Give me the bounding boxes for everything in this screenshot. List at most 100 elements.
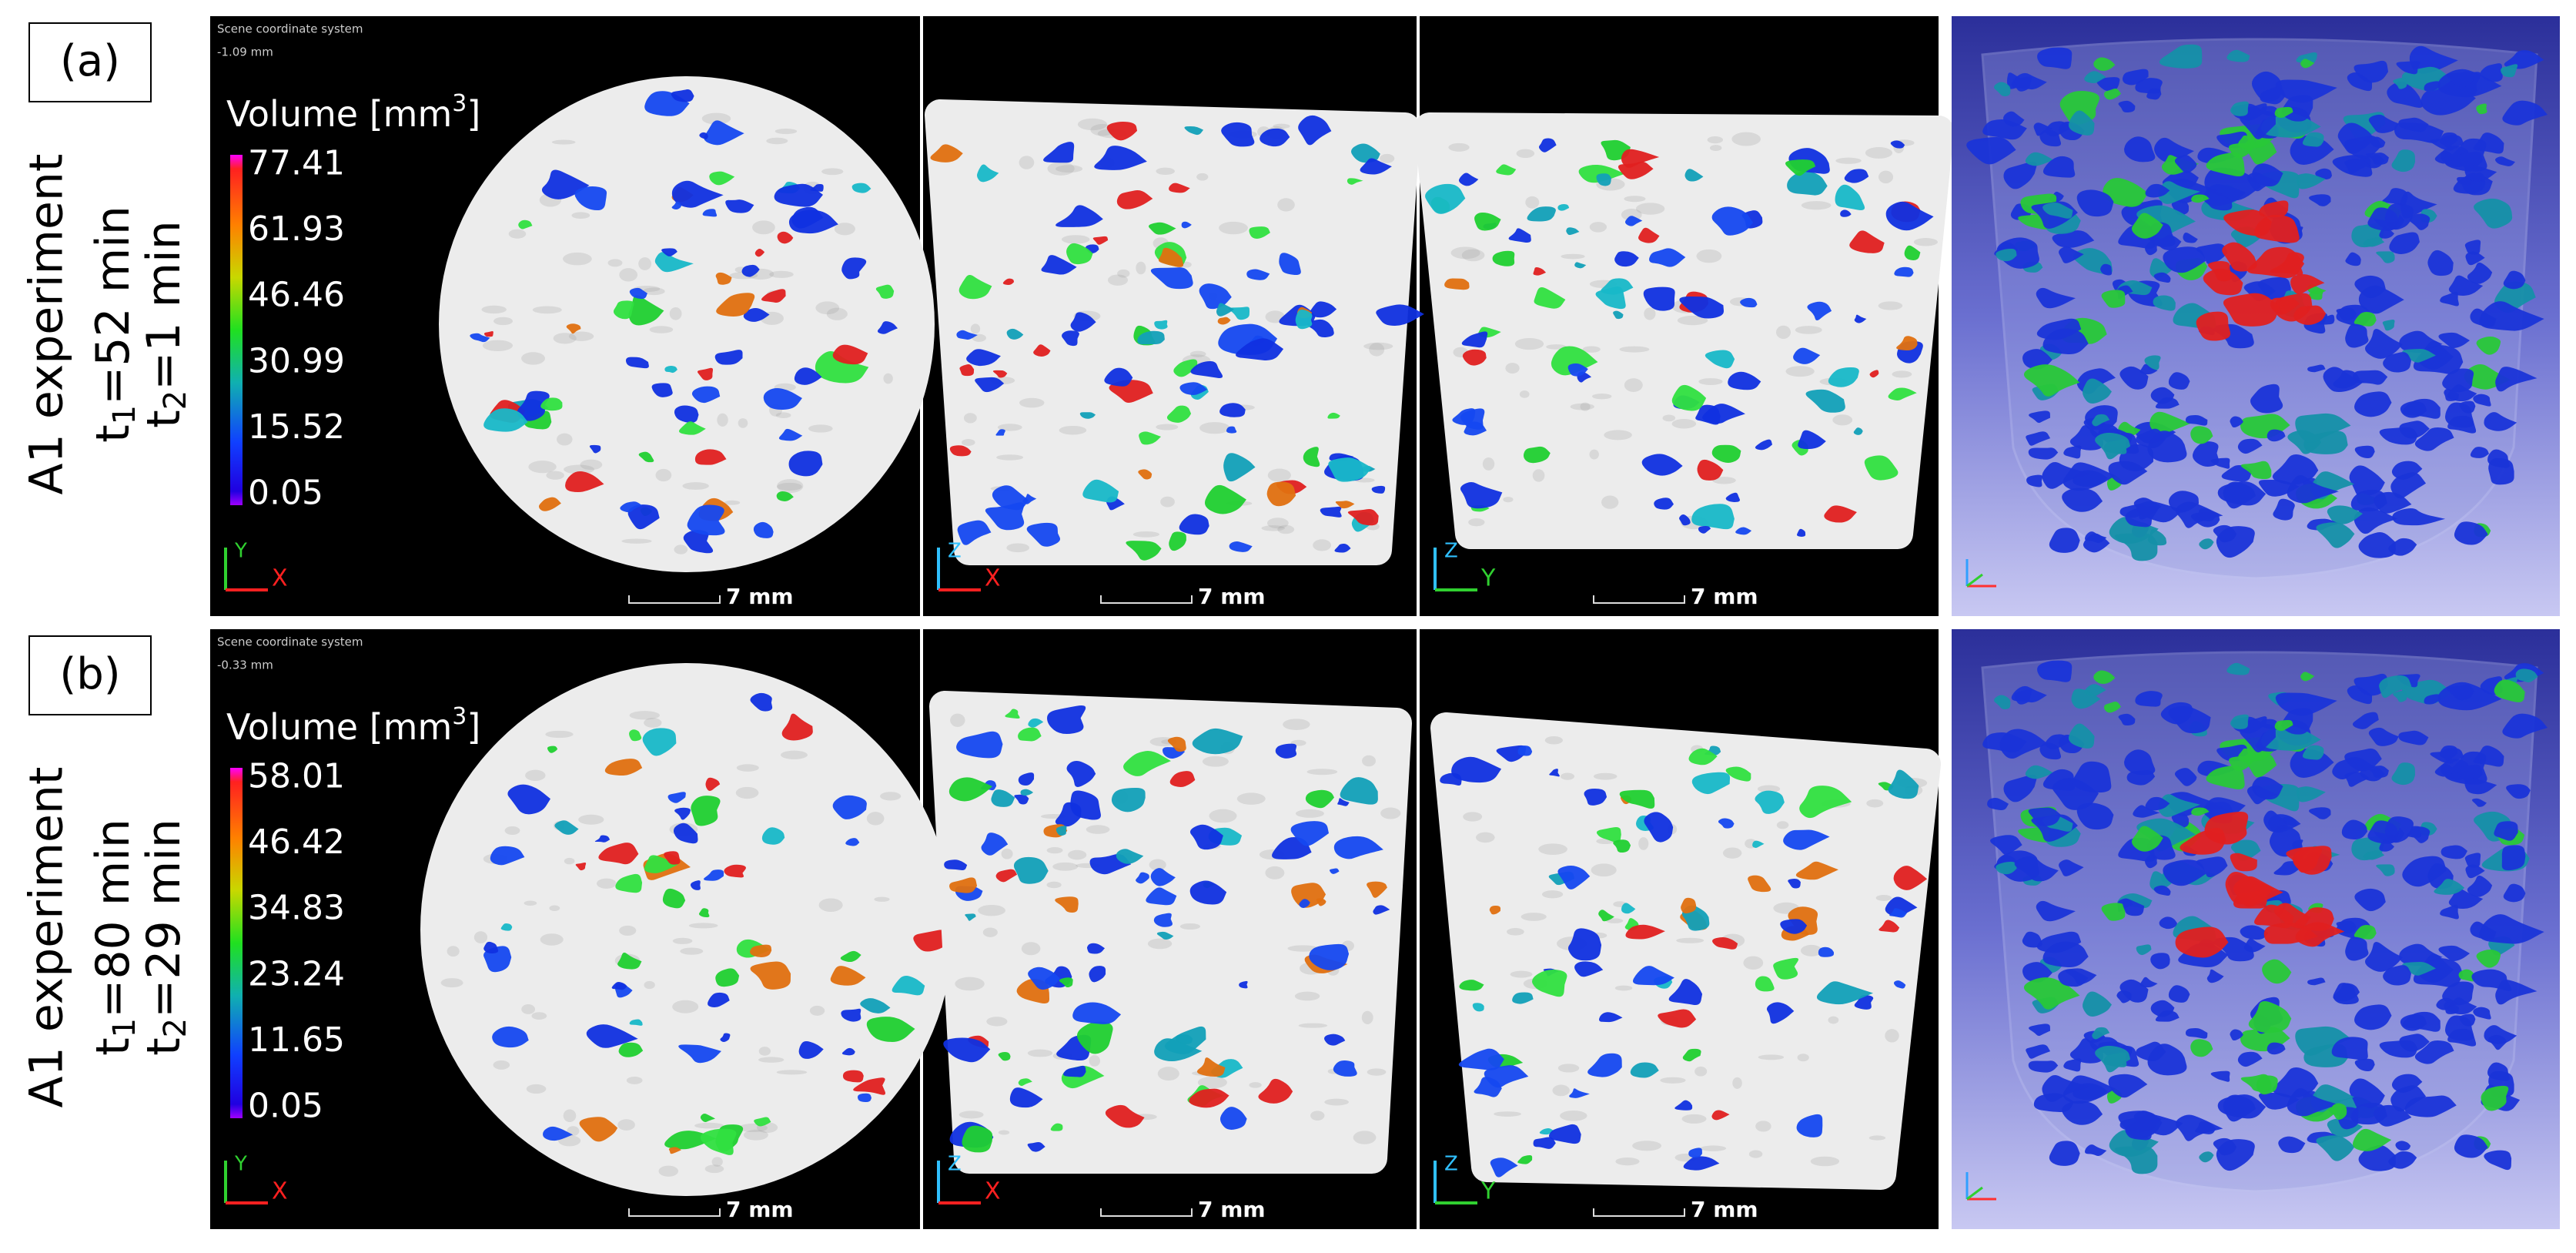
pore [1347,509,1379,526]
axis-label: Y [1480,1178,1496,1205]
gray-texture [1157,1067,1179,1081]
pore [2238,135,2257,149]
time-subscript: 1 [107,405,142,424]
pore [1148,222,1176,235]
pore [2465,864,2485,879]
pore [2049,1141,2080,1166]
gray-texture [1306,769,1338,776]
gray-texture [1707,136,1724,144]
pore [2149,411,2191,434]
pore [2379,1040,2418,1058]
pore [2085,1144,2107,1156]
pore [2135,691,2163,707]
pore [2272,454,2319,485]
sample-slice [1414,112,1954,549]
gray-texture [1503,497,1514,503]
gray-texture [1027,1049,1053,1057]
gray-texture [1601,495,1619,509]
pore [2424,694,2441,705]
pore [965,913,976,921]
pore [2349,1078,2385,1110]
pore [2487,449,2510,468]
pore [2333,370,2360,389]
pore [2434,879,2465,895]
pore [2118,1111,2163,1139]
pore [2026,474,2043,487]
pore [1111,787,1146,812]
pore [2296,52,2317,65]
scale-bar-label: 7 mm [1691,1197,1758,1222]
gray-texture [1298,1023,1328,1028]
gray-texture [564,857,575,865]
gray-texture [1676,937,1705,943]
pore [2302,745,2324,760]
pore [1904,245,1921,261]
experiment-name: A1 experiment [20,154,74,495]
gray-texture [1136,261,1146,275]
gray-texture [1580,402,1591,411]
colorbar-tick-label: 61.93 [248,209,345,249]
pore [1310,301,1337,318]
pore [2092,1027,2110,1040]
pore [2026,431,2051,446]
pore [1489,905,1501,915]
gray-texture [1606,918,1624,923]
gray-texture [1295,809,1324,818]
pore [2059,859,2084,876]
scale-bar [1593,1208,1685,1217]
gray-texture [1019,156,1035,169]
pore [2470,921,2497,940]
pore [2448,888,2484,909]
pore [2230,416,2243,428]
pore [2409,213,2430,230]
pore [2358,531,2396,558]
pore [2364,941,2404,972]
legend-title-close: ] [467,706,480,748]
scene-label: Scene coordinate system [217,22,363,36]
gray-texture [1732,1077,1742,1089]
pore [700,1128,737,1155]
time-subscript: 2 [158,1018,193,1037]
pore [2175,926,2229,958]
pore [2441,845,2467,859]
pore [2150,953,2170,970]
pore [662,888,686,909]
pore [1783,829,1830,850]
pore [2503,883,2526,903]
gray-texture [982,927,998,937]
pore [2382,320,2395,331]
pore [2028,1060,2059,1073]
pore [2084,71,2106,84]
pore [2118,100,2136,113]
pore [1146,887,1177,906]
gray-texture [1589,222,1607,233]
pore [1601,278,1634,295]
pore [1630,1062,1659,1078]
pore [948,777,993,802]
pore [2116,990,2132,1003]
pore [2123,899,2145,916]
gray-texture [568,331,594,341]
pore [1006,328,1024,340]
pore [2062,1101,2103,1125]
pore [1079,412,1096,419]
time-label: t2=29 min [137,819,193,1056]
gray-texture [649,326,674,333]
pore [1797,528,1806,537]
pore [1371,485,1386,494]
pore [1179,382,1208,395]
pore [2150,387,2175,404]
pore [2062,487,2103,512]
pore [2427,250,2454,276]
gray-texture [1107,274,1129,286]
pore [2226,662,2250,675]
gray-texture [758,1047,771,1056]
gray-texture [1363,342,1393,350]
gray-texture [1089,1055,1100,1067]
pore [1533,266,1547,276]
gray-texture [629,711,661,720]
gray-texture [549,905,560,912]
gray-texture [1505,363,1520,374]
pore [1217,317,1231,325]
